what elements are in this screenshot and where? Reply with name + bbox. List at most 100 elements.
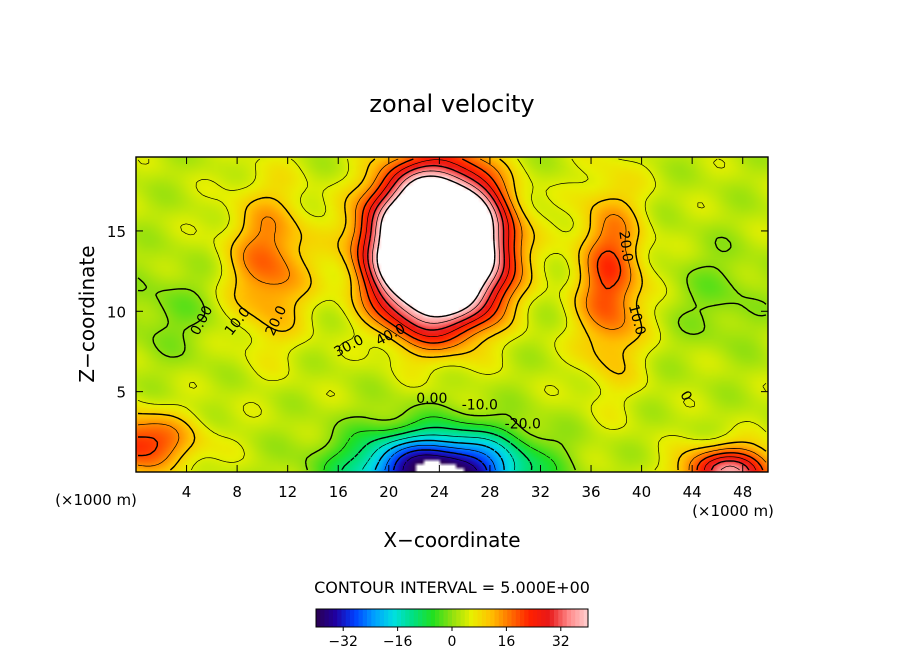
colorbar-cell [379,609,385,627]
x-tick-label: 4 [182,483,192,501]
x-unit-left: (×1000 m) [55,491,137,509]
contour-line [323,416,558,471]
contour-line [372,170,740,471]
colorbar-cell [464,609,470,627]
x-tick-label: 36 [581,483,600,501]
colorbar-cell [503,609,508,627]
colorbar-cell [524,609,529,627]
colorbar-cell [469,609,474,627]
colorbar-cell [452,609,457,627]
colorbar-cell [358,609,364,627]
colorbar-cell [405,609,410,627]
contour-label: -10.0 [462,397,498,413]
colorbar-cell [354,609,359,627]
colorbar-cell [490,609,495,627]
colorbar-cell [528,609,534,627]
x-tick-label: 32 [531,483,550,501]
colorbar-cell [507,609,512,627]
colorbar-tick-label: −16 [383,634,413,650]
colorbar-cell [401,609,406,627]
colorbar-tick-label: 0 [448,634,457,650]
colorbar-cell [571,609,576,627]
colorbar-cell [396,609,402,627]
contour-line [402,454,478,471]
colorbar-cell [418,609,423,627]
colorbar-cell [486,609,491,627]
colorbar-cell [345,609,351,627]
colorbar-cell [435,609,440,627]
contour-line [341,426,533,471]
contour-line [137,158,767,471]
colorbar-cell [392,609,398,627]
x-unit-right: (×1000 m) [692,502,774,520]
colorbar-cell [409,609,415,627]
colorbar-cell [558,609,563,627]
colorbar-cell [562,609,568,627]
colorbar-cell [481,609,487,627]
colorbar-cell [375,609,381,627]
colorbar-cell [447,609,453,627]
colorbar-cell [439,609,444,627]
x-axis-ticks: 4 8 12 16 20 24 28 32 36 40 44 48 [182,157,752,501]
contour-label: 0.00 [416,391,447,407]
x-tick-label: 8 [232,483,242,501]
colorbar-cell [498,609,504,627]
colorbar-cell [549,609,555,627]
colorbar-cell [532,609,538,627]
colorbar: −32 −16 0 16 32 [315,608,589,650]
x-tick-label: 40 [632,483,651,501]
colorbar-cell [333,609,338,627]
colorbar-cell [341,609,347,627]
colorbar-cell [328,609,334,627]
y-tick-label: 5 [116,384,126,402]
colorbar-cell [545,609,551,627]
colorbar-cell [413,609,419,627]
x-tick-label: 48 [733,483,752,501]
contour-line [374,439,505,471]
contour-line [137,236,767,471]
contour-interval-note: CONTOUR INTERVAL = 5.000E+00 [314,578,590,597]
chart-title: zonal velocity [369,90,534,118]
colorbar-cell [443,609,449,627]
colorbar-cell [473,609,478,627]
colorbar-tick-label: −32 [328,634,358,650]
colorbar-ticks: −32 −16 0 16 32 [328,627,570,650]
y-axis-label: Z−coordinate [75,245,99,382]
plot-area: 0.00 10.0 20.030.0 40.020.010.000.00 -10.0-2… [135,156,769,473]
contour-line [392,449,488,471]
x-axis-label: X−coordinate [383,528,520,552]
y-tick-label: 15 [107,223,126,241]
colorbar-cell [320,609,325,627]
colorbar-tick-label: 16 [497,634,515,650]
x-tick-label: 20 [379,483,398,501]
colorbar-cells [316,609,589,627]
colorbar-cell [350,609,355,627]
colorbar-cell [477,609,483,627]
colorbar-cell [456,609,461,627]
x-tick-label: 16 [329,483,348,501]
x-tick-label: 24 [430,483,449,501]
colorbar-tick-label: 32 [552,634,570,650]
colorbar-cell [515,609,521,627]
contour-line [137,158,767,471]
colorbar-cell [511,609,517,627]
contour-label: -20.0 [505,417,541,433]
colorbar-cell [554,609,559,627]
colorbar-cell [575,609,580,627]
x-tick-label: 28 [480,483,499,501]
colorbar-cell [541,609,546,627]
colorbar-cell [566,609,572,627]
colorbar-cell [494,609,500,627]
colorbar-cell [520,609,525,627]
colorbar-cell [430,609,436,627]
colorbar-cell [579,609,585,627]
contour-line [137,158,767,471]
colorbar-cell [362,609,368,627]
colorbar-cell [426,609,432,627]
colorbar-cell [367,609,372,627]
y-tick-label: 10 [107,303,126,321]
colorbar-cell [388,609,393,627]
contour-label: 10.0 [625,303,649,337]
x-tick-label: 12 [278,483,297,501]
